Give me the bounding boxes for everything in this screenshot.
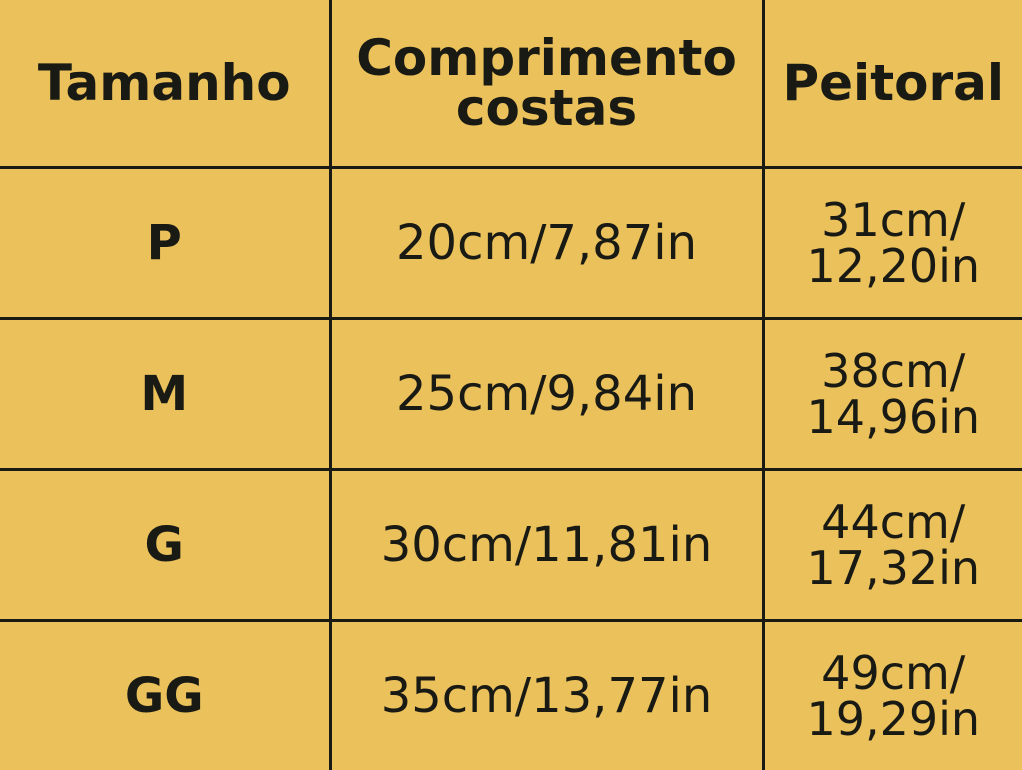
back-length-cell: 35cm/13,77in bbox=[330, 621, 763, 770]
chest-cell: 31cm/ 12,20in bbox=[763, 168, 1022, 319]
header-back-length: Comprimento costas bbox=[330, 0, 763, 168]
chest-cell: 49cm/ 19,29in bbox=[763, 621, 1022, 770]
back-length-cell: 30cm/11,81in bbox=[330, 470, 763, 621]
size-cell: M bbox=[0, 319, 330, 470]
size-cell: GG bbox=[0, 621, 330, 770]
table-row: P 20cm/7,87in 31cm/ 12,20in bbox=[0, 168, 1022, 319]
table-row: GG 35cm/13,77in 49cm/ 19,29in bbox=[0, 621, 1022, 770]
table-row: M 25cm/9,84in 38cm/ 14,96in bbox=[0, 319, 1022, 470]
back-length-cell: 25cm/9,84in bbox=[330, 319, 763, 470]
header-size: Tamanho bbox=[0, 0, 330, 168]
chest-cell: 44cm/ 17,32in bbox=[763, 470, 1022, 621]
header-chest: Peitoral bbox=[763, 0, 1022, 168]
back-length-cell: 20cm/7,87in bbox=[330, 168, 763, 319]
chest-cell: 38cm/ 14,96in bbox=[763, 319, 1022, 470]
table-row: G 30cm/11,81in 44cm/ 17,32in bbox=[0, 470, 1022, 621]
header-row: Tamanho Comprimento costas Peitoral bbox=[0, 0, 1022, 168]
size-cell: G bbox=[0, 470, 330, 621]
size-cell: P bbox=[0, 168, 330, 319]
